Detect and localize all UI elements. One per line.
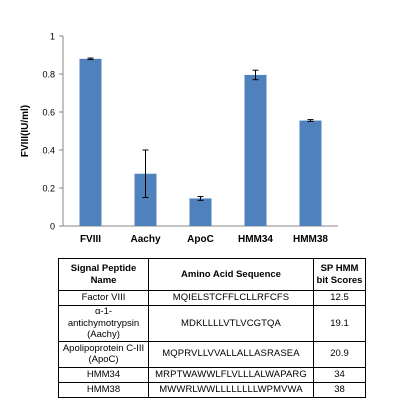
bar [134,173,157,226]
error-bar [307,119,314,122]
bit-score: 19.1 [313,305,366,342]
error-bar [87,57,94,61]
header-amino-acid-sequence: Amino Acid Sequence [148,258,314,291]
bar [299,120,322,226]
signal-peptide-table: Signal Peptide Name Amino Acid Sequence … [58,258,366,398]
x-tick-label: HMM34 [238,234,273,245]
peptide-name: HMM34 [58,366,149,383]
table-row: Factor VIII MQIELSTCFFLCLLRFCFS 12.5 [58,290,366,306]
x-tick-label: FVIII [80,234,101,245]
peptide-name: HMM38 [58,381,149,398]
bars [79,57,322,226]
header-sp-hmm-bit-scores: SP HMM bit Scores [313,258,366,291]
table-header-row: Signal Peptide Name Amino Acid Sequence … [58,258,366,291]
bit-score: 34 [313,366,366,383]
table-row: HMM34 MRPTWAWWLFLVLLLALWAPARG 34 [58,366,366,383]
x-tick-label: Aachy [130,234,160,245]
y-tick-label: 0 [50,222,55,232]
y-tick-label: 0.2 [42,184,55,194]
peptide-name: Factor VIII [58,290,149,306]
y-axis: 0 0.2 0.4 0.6 0.8 1 [42,32,338,232]
amino-acid-sequence: MWWRLWWLLLLLLLLWPMVWA [148,381,314,398]
table-row: HMM38 MWWRLWWLLLLLLLLWPMVWA 38 [58,381,366,398]
x-tick-label: HMM38 [293,234,328,245]
y-axis-label: FVIII(IU/ml) [20,105,31,157]
y-tick-label: 1 [50,32,55,42]
bit-score: 20.9 [313,340,366,368]
table-row: Apolipoprotein C-III (ApoC) MQPRVLLVVALL… [58,340,366,368]
bar [79,58,102,226]
y-tick-label: 0.8 [42,70,55,80]
bit-score: 12.5 [313,290,366,306]
table-row: α-1-antichymotrypsin (Aachy) MDKLLLLVTLV… [58,305,366,342]
y-tick-label: 0.6 [42,108,55,118]
y-tick-label: 0.4 [42,146,55,156]
header-signal-peptide-name: Signal Peptide Name [58,258,149,291]
x-tick-label: ApoC [187,234,214,245]
amino-acid-sequence: MRPTWAWWLFLVLLLALWAPARG [148,366,314,383]
peptide-name: Apolipoprotein C-III (ApoC) [58,340,149,368]
bit-score: 38 [313,381,366,398]
bar-chart: 00.20.40.60.81 FVIII Aachy ApoC HMM34 HMM38 … [20,32,338,245]
peptide-name: α-1-antichymotrypsin (Aachy) [58,305,149,342]
amino-acid-sequence: MQIELSTCFFLCLLRFCFS [148,290,314,306]
bar [244,74,267,226]
error-bar [142,149,149,198]
amino-acid-sequence: MDKLLLLVTLVCGTQA [148,305,314,342]
x-tick-labels: FVIII Aachy ApoC HMM34 HMM38 [80,234,328,245]
error-bar [252,69,259,81]
error-bar [197,196,204,201]
bar [189,198,212,226]
amino-acid-sequence: MQPRVLLVVALLALLASRASEA [148,340,314,368]
